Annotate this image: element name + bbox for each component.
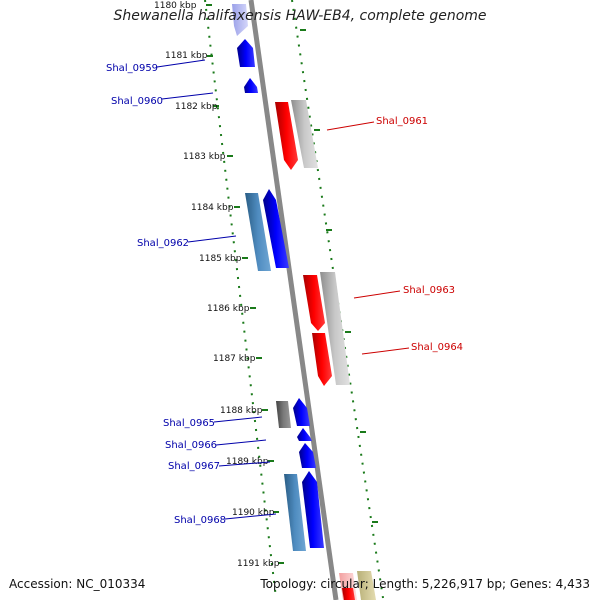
gene-block-olive[interactable]	[357, 571, 376, 600]
scale-tick-label: 1185 kbp	[199, 254, 242, 264]
scale-tick-label: 1183 kbp	[183, 152, 226, 162]
gene-label-shal-0966[interactable]: Shal_0966	[165, 440, 217, 451]
gene-arrow-shal-0962[interactable]	[263, 189, 289, 268]
gene-arrow-shal-0967[interactable]	[299, 443, 316, 468]
scale-tick-label: 1182 kbp	[175, 102, 218, 112]
gene-label-shal-0964[interactable]: Shal_0964	[411, 342, 463, 353]
scale-tick-label: 1184 kbp	[191, 203, 234, 213]
gene-arrow-shal-0966[interactable]	[297, 428, 312, 441]
scale-ticks	[206, 4, 378, 564]
gene-label-shal-0968[interactable]: Shal_0968	[174, 515, 226, 526]
gene-arrow-shal-0964[interactable]	[312, 333, 332, 386]
leader-line-shal-0968	[224, 513, 277, 520]
gene-label-shal-0960[interactable]: Shal_0960	[111, 96, 163, 107]
gene-block-red-partial[interactable]	[342, 588, 355, 600]
accession-text: Accession: NC_010334	[9, 577, 146, 591]
gene-block-shal-0962[interactable]	[245, 193, 271, 271]
gene-arrow-shal-0963[interactable]	[303, 275, 325, 331]
genome-backbone	[248, 0, 339, 601]
gene-block-shal-0963-0964[interactable]	[320, 272, 350, 385]
leader-line-shal-0965	[213, 416, 263, 423]
gene-arrow-shal-0968[interactable]	[302, 471, 324, 548]
leader-line-shal-0966	[215, 439, 267, 446]
topology-text: Topology: circular; Length: 5,226,917 bp…	[260, 577, 590, 591]
gene-arrow-shal-0960[interactable]	[244, 78, 258, 93]
scale-tick-label: 1181 kbp	[165, 51, 208, 61]
map-title: Shewanella halifaxensis HAW-EB4, complet…	[113, 8, 487, 24]
ruler-line-left	[204, 0, 277, 599]
leader-line-shal-0964	[361, 347, 410, 355]
gene-arrow-shal-0959[interactable]	[237, 39, 255, 67]
leader-line-shal-0962	[187, 235, 237, 243]
scale-tick-label: 1191 kbp	[237, 559, 280, 569]
gene-label-shal-0961[interactable]: Shal_0961	[376, 116, 428, 127]
ruler-line-right	[291, 0, 384, 599]
gene-arrow-shal-0965[interactable]	[293, 398, 310, 426]
gene-label-shal-0965[interactable]: Shal_0965	[163, 418, 215, 429]
gene-label-shal-0967[interactable]: Shal_0967	[168, 461, 220, 472]
gene-arrow-pale[interactable]	[232, 4, 248, 36]
gene-block-shal-0965[interactable]	[276, 401, 291, 428]
scale-tick-label: 1188 kbp	[220, 406, 263, 416]
gene-block-shal-0961[interactable]	[291, 100, 318, 168]
leader-line-shal-0960	[161, 92, 214, 100]
leader-line-shal-0959	[156, 59, 206, 68]
scale-tick-label: 1190 kbp	[232, 508, 275, 518]
leader-line-shal-0961	[326, 121, 375, 131]
gene-label-shal-0963[interactable]: Shal_0963	[403, 285, 455, 296]
leader-line-shal-0963	[353, 290, 401, 299]
scale-tick-label: 1180 kbp	[154, 1, 197, 11]
gene-label-shal-0962[interactable]: Shal_0962	[137, 238, 189, 249]
leader-line-shal-0967	[218, 461, 271, 467]
gene-arrow-shal-0961[interactable]	[275, 102, 298, 170]
scale-tick-label: 1186 kbp	[207, 304, 250, 314]
gene-label-shal-0959[interactable]: Shal_0959	[106, 63, 158, 74]
gene-block-shal-0968[interactable]	[284, 474, 306, 551]
scale-tick-label: 1187 kbp	[213, 354, 256, 364]
scale-tick-label: 1189 kbp	[226, 457, 269, 467]
